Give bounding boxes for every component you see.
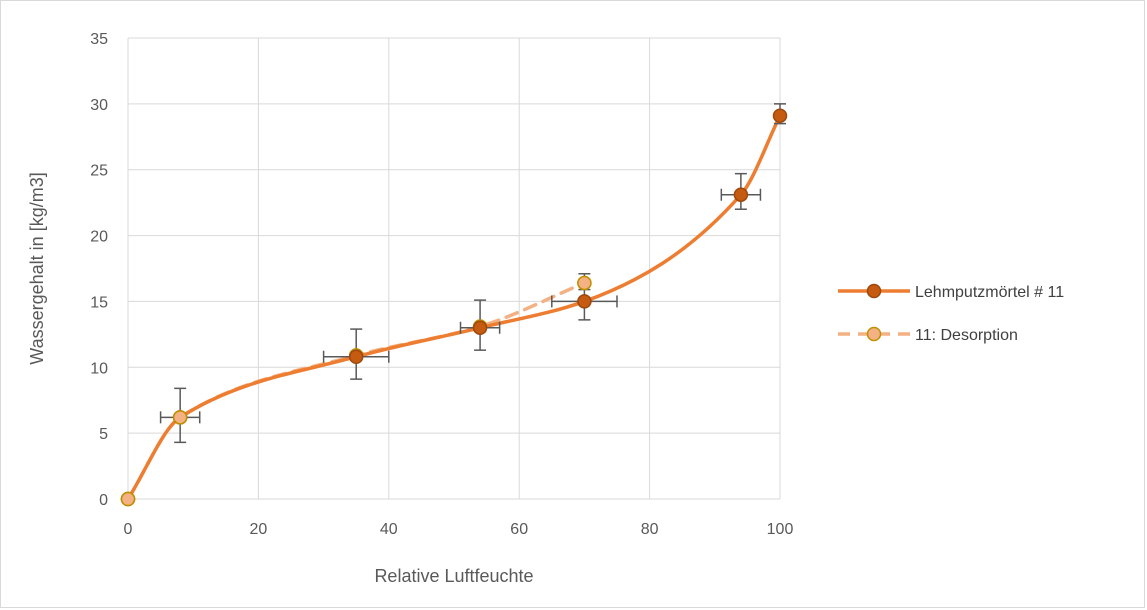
y-tick-label: 20 <box>90 229 108 246</box>
series-area <box>120 103 788 507</box>
axes: 0 20 40 60 80 100 0 5 10 15 20 25 30 35 <box>90 31 793 538</box>
x-tick-label: 100 <box>767 521 794 538</box>
legend-label: Lehmputzmörtel # 11 <box>915 284 1064 301</box>
error-bars-0 <box>159 103 786 444</box>
x-tick-label: 80 <box>641 521 659 538</box>
legend-entry: 11: Desorption <box>838 326 1018 344</box>
data-point <box>472 320 488 336</box>
x-tick-label: 40 <box>380 521 398 538</box>
x-tick-label: 0 <box>124 521 133 538</box>
data-point <box>733 187 749 202</box>
markers-top <box>120 275 592 507</box>
y-tick-label: 30 <box>90 97 108 114</box>
legend: Lehmputzmörtel # 11 11: Desorption <box>838 283 1064 344</box>
series-0 <box>126 113 782 501</box>
legend-label: 11: Desorption <box>915 327 1018 344</box>
y-axis-title: Wassergehalt in [kg/m3] <box>27 172 47 364</box>
y-tick-label: 0 <box>99 492 108 509</box>
series-line <box>126 113 782 501</box>
markers-0 <box>120 108 788 507</box>
x-tick-label: 20 <box>250 521 268 538</box>
x-tick-label: 60 <box>510 521 528 538</box>
y-tick-label: 15 <box>90 294 108 311</box>
y-tick-label: 35 <box>90 31 108 48</box>
y-tick-label: 25 <box>90 163 108 180</box>
series-line <box>126 281 587 501</box>
legend-entry: Lehmputzmörtel # 11 <box>838 283 1064 301</box>
markers-1 <box>120 275 592 507</box>
data-point <box>577 275 592 291</box>
legend-marker <box>866 283 882 299</box>
data-point <box>772 108 788 123</box>
data-point <box>172 410 188 425</box>
gridlines <box>127 37 781 500</box>
series-1 <box>126 281 587 501</box>
data-point <box>577 294 592 309</box>
data-point <box>120 491 136 507</box>
data-point <box>348 349 364 364</box>
y-tick-label: 10 <box>90 360 108 377</box>
x-axis-title: Relative Luftfeuchte <box>374 566 533 586</box>
legend-marker <box>866 326 882 342</box>
y-tick-label: 5 <box>99 426 108 443</box>
